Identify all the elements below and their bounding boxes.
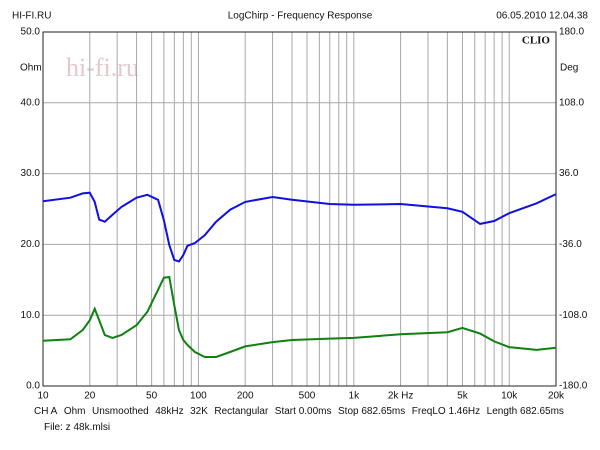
x-tick-label: 50 [146, 391, 158, 402]
x-tick-label: 100 [190, 391, 207, 402]
y2-tick-label: 180.0 [559, 27, 584, 38]
setting: CH A [34, 406, 58, 417]
x-tick-label: 20 [84, 391, 96, 402]
line-series [42, 191, 557, 263]
watermark: hi-fi.ru [66, 53, 139, 82]
setting: Rectangular [214, 406, 269, 417]
y2-tick-label: -108.0 [559, 310, 588, 321]
header-date: 06.05.2010 12.04.38 [496, 11, 588, 22]
y2-tick-label: -36.0 [559, 239, 582, 250]
y2-tick-label: 108.0 [559, 97, 584, 108]
y2-tick-label: -180.0 [559, 381, 588, 392]
setting: FreqLO 1.46Hz [411, 406, 481, 417]
y2-axis-label: Deg [560, 63, 578, 74]
y-tick-label: 0.0 [26, 381, 40, 392]
x-tick-label: 2k Hz [388, 391, 414, 402]
brand: CLIO [522, 35, 551, 47]
file-name: File: z 48k.mlsi [44, 422, 111, 433]
settings-bar: CH A Ohm Unsmoothed 48kHz 32K Rectangular Star… [34, 406, 564, 417]
y-axis-label: Ohm [20, 63, 42, 74]
setting: Unsmoothed [92, 406, 149, 417]
y-tick-label: 50.0 [21, 27, 41, 38]
x-tick-label: 10 [37, 391, 49, 402]
y-tick-label: 10.0 [21, 310, 41, 321]
setting: Stop 682.65ms [338, 406, 406, 417]
setting: 32K [190, 406, 208, 417]
y-tick-label: 20.0 [21, 239, 41, 250]
plot-frame [42, 31, 557, 387]
y-tick-label: 40.0 [21, 97, 41, 108]
x-tick-label: 20k [548, 391, 565, 402]
chart-title: LogChirp - Frequency Response [228, 11, 373, 22]
setting: Length 682.65ms [486, 406, 564, 417]
chart: HI-FI.RU LogChirp - Frequency Response 0… [12, 11, 588, 402]
header-left: HI-FI.RU [12, 11, 51, 22]
y-tick-label: 30.0 [21, 168, 41, 179]
setting: Start 0.00ms [274, 406, 332, 417]
x-tick-label: 10k [501, 391, 518, 402]
setting: Ohm [63, 406, 86, 417]
x-tick-label: 5k [457, 391, 469, 402]
setting: 48kHz [155, 406, 184, 417]
y2-tick-label: 36.0 [559, 168, 579, 179]
x-tick-label: 200 [237, 391, 254, 402]
x-tick-label: 1k [349, 391, 361, 402]
x-tick-label: 500 [299, 391, 316, 402]
line-series [42, 275, 557, 358]
